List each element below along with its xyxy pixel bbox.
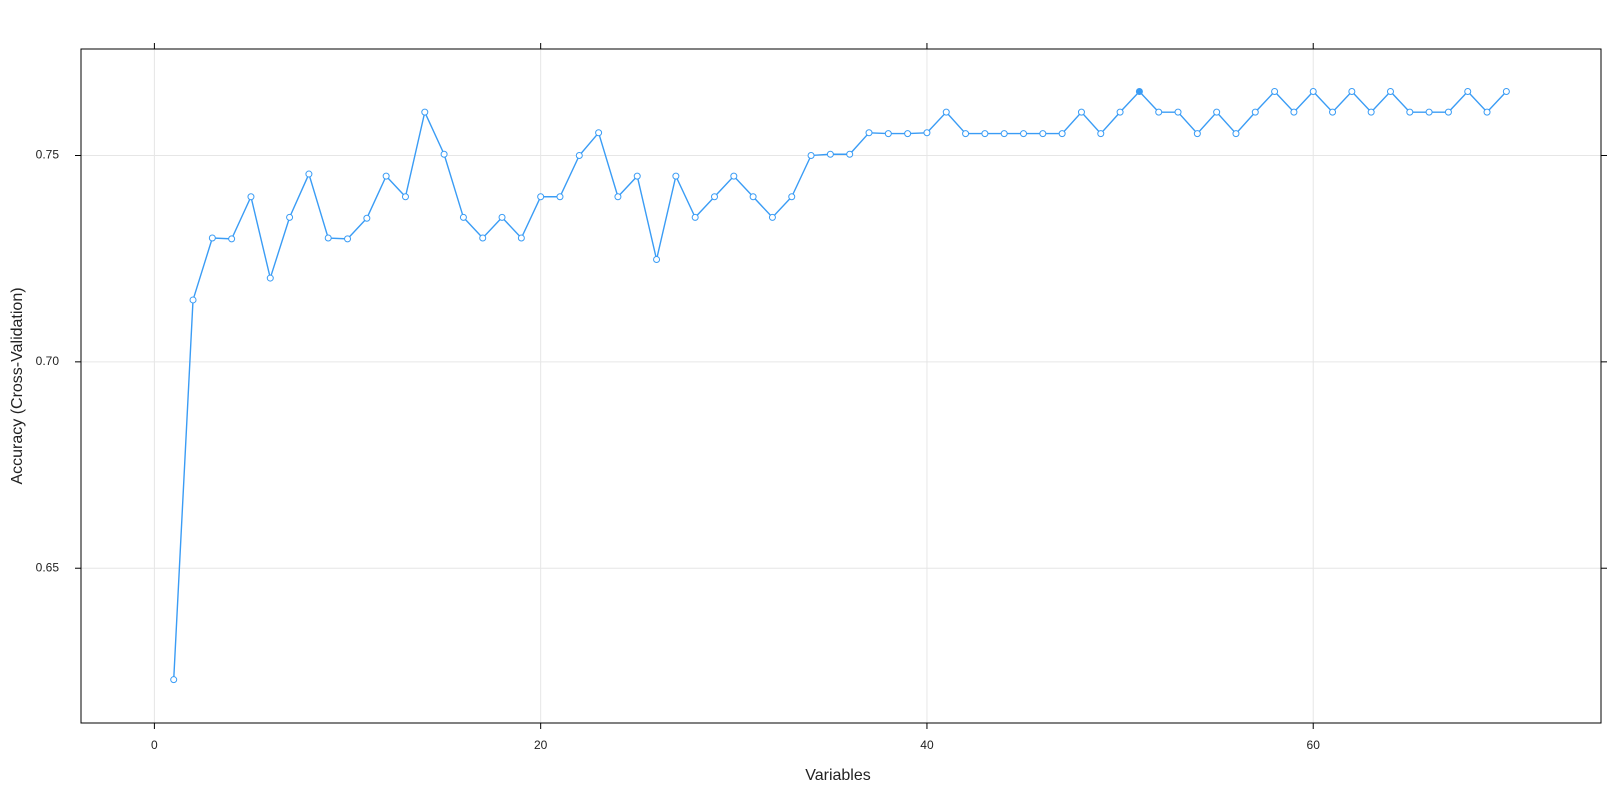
data-point [189,296,197,304]
data-point [575,151,583,159]
data-point [672,172,680,180]
data-line [173,90,1507,680]
data-point [1193,130,1201,138]
data-point [807,151,815,159]
data-point [1290,108,1298,116]
data-point [1155,108,1163,116]
data-point [363,214,371,222]
data-point [1232,130,1240,138]
data-point [691,213,699,221]
data-point [421,108,429,116]
data-point [556,193,564,201]
y-tick-label: 0.75 [36,148,60,162]
data-point [459,213,467,221]
data-point [498,213,506,221]
data-point [1174,108,1182,116]
data-point [1464,88,1472,96]
data-point [1348,88,1356,96]
data-point [1425,108,1433,116]
data-point [884,130,892,138]
x-tick-label: 20 [534,738,548,752]
data-point [537,193,545,201]
data-point [865,129,873,137]
data-point [633,172,641,180]
data-point [382,172,390,180]
data-point [324,234,332,242]
data-point [1271,88,1279,96]
data-point [614,193,622,201]
data-point [305,170,313,178]
data-point [653,255,661,263]
data-point [1020,130,1028,138]
data-point [768,213,776,221]
data-point [266,274,274,282]
y-tick-label: 0.65 [36,560,60,574]
data-point [1058,130,1066,138]
data-point [904,130,912,138]
data-point [1213,108,1221,116]
data-point [1039,130,1047,138]
data-point [440,150,448,158]
data-point [1444,108,1452,116]
data-point [1097,130,1105,138]
data-point [1483,108,1491,116]
data-point [1367,108,1375,116]
y-tick-label: 0.70 [36,354,60,368]
data-point [923,129,931,137]
data-point [1386,88,1394,96]
data-point [228,235,236,243]
data-point [962,130,970,138]
data-point [595,129,603,137]
data-point [826,150,834,158]
data-point [208,234,216,242]
data-point [1077,108,1085,116]
data-point [981,130,989,138]
data-point [401,193,409,201]
data-point [1329,108,1337,116]
data-point [730,172,738,180]
x-tick-label: 40 [920,738,934,752]
data-point [749,193,757,201]
data-point [517,234,525,242]
y-axis-title: Accuracy (Cross-Validation) [9,287,26,484]
data-point [1502,88,1510,96]
data-point [1135,88,1143,96]
data-point [286,213,294,221]
data-point [247,193,255,201]
data-point [710,193,718,201]
data-point [846,150,854,158]
data-point [344,235,352,243]
data-point [1309,88,1317,96]
data-point [1251,108,1259,116]
x-tick-label: 0 [151,738,158,752]
data-point [1116,108,1124,116]
data-point [1000,130,1008,138]
data-point [479,234,487,242]
data-point [170,676,178,684]
data-point [1406,108,1414,116]
data-point [942,108,950,116]
x-tick-label: 60 [1307,738,1321,752]
plot-frame [80,48,1602,724]
data-point [788,193,796,201]
x-axis-title: Variables [805,767,871,784]
